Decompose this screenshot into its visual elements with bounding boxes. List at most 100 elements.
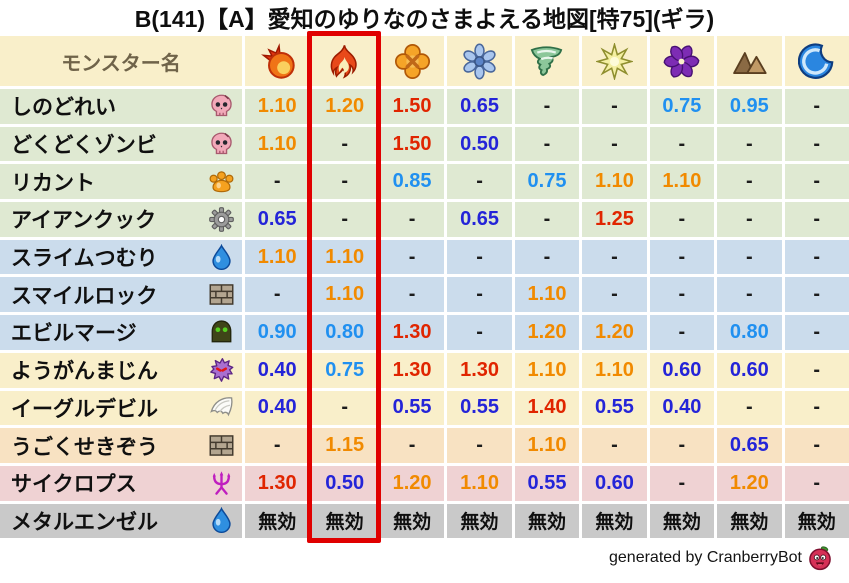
multiplier-cell: -: [784, 315, 849, 350]
element-column-header: [379, 36, 445, 86]
monster-name: どくどくゾンビ: [11, 134, 157, 158]
multiplier-cell: -: [582, 277, 647, 313]
multiplier-cell: 1.30: [379, 352, 445, 388]
slime-icon: [208, 244, 235, 271]
multiplier-cell: 1.20: [514, 315, 580, 350]
multiplier-cell: -: [312, 164, 377, 200]
paw-icon: [208, 168, 235, 195]
monster-name-column-header: モンスター名: [0, 36, 242, 86]
multiplier-cell: -: [379, 202, 445, 237]
multiplier-cell: -: [514, 89, 580, 124]
multiplier-cell: 1.10: [514, 352, 580, 388]
monster-name-cell: しのどれい: [0, 89, 242, 124]
monster-name-cell: リカント: [0, 164, 242, 200]
monster-name-cell: どくどくゾンビ: [0, 126, 242, 162]
hood-icon: [208, 319, 235, 346]
multiplier-cell: -: [717, 164, 782, 200]
spiky-icon: [208, 357, 235, 384]
element-column-header: [514, 36, 580, 86]
multiplier-cell: -: [379, 428, 445, 463]
snowflake-icon: [461, 43, 498, 80]
multiplier-cell: -: [784, 239, 849, 275]
credit-text: generated by CranberryBot: [609, 549, 802, 567]
monster-name: メタルエンゼル: [11, 510, 158, 534]
multiplier-cell: 無効: [784, 503, 849, 539]
multiplier-cell: 1.10: [312, 277, 377, 313]
multiplier-cell: -: [447, 428, 512, 463]
multiplier-cell: -: [717, 390, 782, 426]
multiplier-cell: 1.10: [582, 164, 647, 200]
multiplier-cell: -: [717, 239, 782, 275]
multiplier-cell: 1.10: [245, 126, 310, 162]
tornado-icon: [528, 43, 565, 80]
multiplier-cell: 1.10: [245, 239, 310, 275]
multiplier-cell: -: [582, 428, 647, 463]
monster-name-cell: サイクロプス: [0, 465, 242, 501]
multiplier-cell: 1.10: [649, 164, 715, 200]
multiplier-cell: 0.85: [379, 164, 445, 200]
multiplier-cell: -: [784, 277, 849, 313]
multiplier-cell: -: [717, 277, 782, 313]
multiplier-cell: 1.10: [514, 428, 580, 463]
multiplier-cell: 0.75: [514, 164, 580, 200]
monster-name: しのどれい: [11, 96, 116, 120]
multiplier-cell: 1.30: [379, 315, 445, 350]
monster-name-cell: うごくせきぞう: [0, 428, 242, 463]
cranberry-icon: [807, 545, 833, 571]
wave-icon: [798, 43, 835, 80]
multiplier-cell: 無効: [649, 503, 715, 539]
multiplier-cell: -: [649, 465, 715, 501]
monster-name-cell: スマイルロック: [0, 277, 242, 313]
multiplier-cell: -: [717, 126, 782, 162]
multiplier-cell: -: [784, 164, 849, 200]
multiplier-cell: -: [245, 428, 310, 463]
monster-name: サイクロプス: [11, 473, 137, 497]
multiplier-cell: 1.15: [312, 428, 377, 463]
skull-icon: [208, 93, 235, 120]
multiplier-cell: 0.55: [447, 390, 512, 426]
multiplier-cell: 1.20: [717, 465, 782, 501]
multiplier-cell: -: [649, 126, 715, 162]
element-column-header: [245, 36, 310, 86]
fireball-icon: [259, 43, 296, 80]
multiplier-cell: 1.10: [312, 239, 377, 275]
monster-name-cell: スライムつむり: [0, 239, 242, 275]
monster-name: スマイルロック: [11, 284, 158, 308]
multiplier-cell: -: [784, 126, 849, 162]
multiplier-cell: 0.75: [649, 89, 715, 124]
brick-icon: [208, 432, 235, 459]
multiplier-cell: 無効: [447, 503, 512, 539]
multiplier-cell: -: [312, 126, 377, 162]
multiplier-cell: 無効: [582, 503, 647, 539]
multiplier-cell: -: [312, 202, 377, 237]
multiplier-cell: 0.55: [514, 465, 580, 501]
multiplier-cell: 0.55: [379, 390, 445, 426]
multiplier-cell: 0.75: [312, 352, 377, 388]
monster-name: うごくせきぞう: [11, 435, 158, 459]
multiplier-cell: 0.80: [717, 315, 782, 350]
multiplier-cell: 0.40: [649, 390, 715, 426]
monster-name: ようがんまじん: [11, 360, 158, 384]
multiplier-cell: -: [245, 277, 310, 313]
multiplier-cell: -: [649, 428, 715, 463]
multiplier-cell: -: [784, 352, 849, 388]
multiplier-cell: -: [784, 465, 849, 501]
multiplier-cell: 無効: [245, 503, 310, 539]
multiplier-cell: 1.50: [379, 89, 445, 124]
multiplier-cell: 0.90: [245, 315, 310, 350]
multiplier-cell: 1.20: [312, 89, 377, 124]
element-column-header: [717, 36, 782, 86]
multiplier-cell: -: [447, 239, 512, 275]
pinwheel-icon: [663, 43, 700, 80]
footer: generated by CranberryBot: [0, 545, 849, 571]
multiplier-cell: 1.10: [447, 465, 512, 501]
multiplier-cell: -: [582, 239, 647, 275]
monster-name-cell: メタルエンゼル: [0, 503, 242, 539]
monster-name-cell: エビルマージ: [0, 315, 242, 350]
gear-icon: [208, 206, 235, 233]
multiplier-cell: -: [447, 315, 512, 350]
mountain-icon: [731, 43, 768, 80]
multiplier-cell: -: [784, 202, 849, 237]
multiplier-cell: 0.95: [717, 89, 782, 124]
multiplier-cell: 0.40: [245, 352, 310, 388]
